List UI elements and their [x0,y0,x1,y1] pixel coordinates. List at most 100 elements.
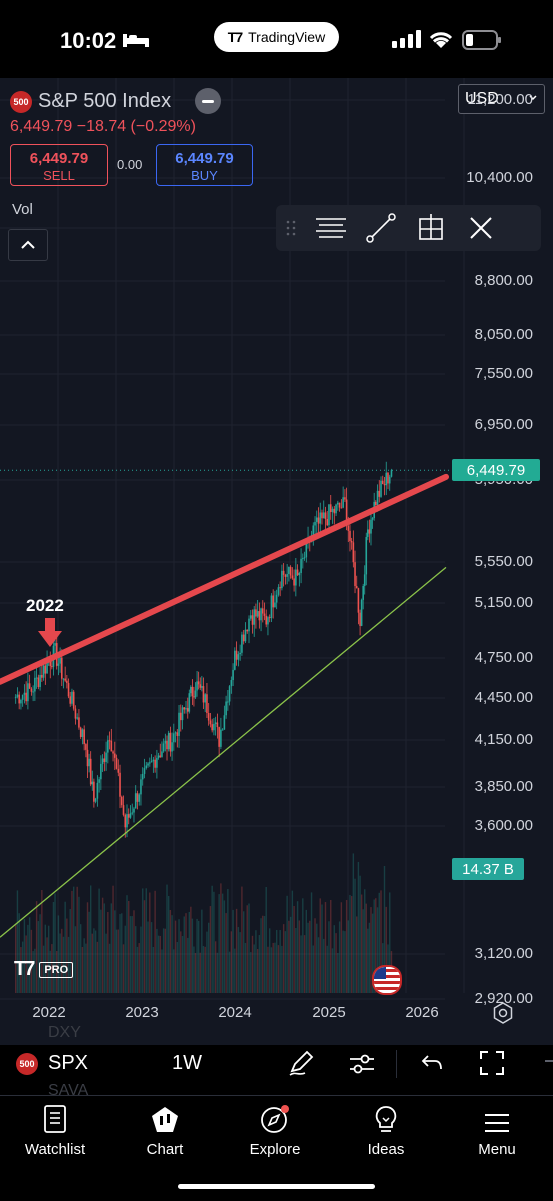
candle-body [227,701,229,703]
collapse-legend-button[interactable] [195,88,221,114]
volume-bar [180,931,182,993]
symbol-header[interactable]: 500 S&P 500 Index [10,90,171,113]
symbol-ticker-button[interactable]: SPX [48,1052,89,1074]
volume-bar [56,950,58,993]
candle-body [150,761,153,763]
indicators-icon[interactable] [348,1051,376,1077]
time-axis-label: 2025 [312,1004,346,1021]
home-indicator[interactable] [178,1184,375,1189]
candle-body [78,717,80,728]
tab-menu[interactable]: Menu [442,1103,552,1158]
candle-body [359,612,361,626]
candle-body [157,755,160,758]
candle-body [89,758,92,785]
volume-bar [216,952,219,993]
pen-icon[interactable] [287,1049,315,1077]
drag-handle-icon[interactable] [276,205,306,251]
tab-watchlist[interactable]: Watchlist [0,1103,110,1158]
candle-body [96,782,99,799]
candle-body [286,574,288,577]
buy-button[interactable]: 6,449.79 BUY [156,144,253,186]
candle-body [298,573,301,576]
candle-body [140,779,142,795]
candle-body [302,558,304,560]
candle-body [149,762,151,764]
currency-select[interactable]: USD [458,84,545,114]
candle-body [338,502,341,508]
volume-bar [360,894,363,993]
undo-icon[interactable] [421,1053,443,1073]
us-flag-icon[interactable] [372,965,402,995]
drawing-toolbar[interactable] [276,205,541,251]
candle-body [333,508,336,514]
candle-body [344,497,346,500]
candle-body [270,595,273,618]
volume-bar [124,925,126,993]
candle-body [303,557,306,559]
volume-bar [101,897,104,993]
volume-bar [133,910,135,993]
horizontal-lines-icon[interactable] [306,205,356,251]
candle-body [345,499,348,526]
annotation-label[interactable]: 2022 [26,596,64,615]
candle-body [185,708,187,710]
volume-bar [207,922,210,993]
tab-ideas[interactable]: Ideas [331,1103,441,1158]
candle-body [350,541,353,543]
volume-bar [296,901,299,993]
candle-body [46,662,48,674]
tab-explore[interactable]: Explore [220,1103,330,1158]
candle-body [378,490,381,497]
spread-value: 0.00 [117,157,143,172]
candle-body [42,665,45,678]
volume-bar [300,935,302,993]
fullscreen-icon[interactable] [479,1050,505,1076]
candle-body [282,570,285,575]
volume-bar [328,921,330,993]
volume-bar [302,898,304,993]
volume-bar [201,909,203,993]
tab-chart[interactable]: Chart [110,1103,220,1158]
time-axis-label: 2024 [218,1004,252,1021]
candle-body [159,755,162,757]
settings-icon[interactable] [492,1002,514,1024]
volume-bar [344,931,346,993]
chevron-up-icon [21,240,35,249]
candle-body [134,793,137,809]
candle-body [228,686,231,702]
volume-bar [67,936,70,993]
app-pill[interactable]: T7 TradingView [214,22,339,52]
candle-body [335,504,337,514]
volume-bar [375,898,377,993]
volume-bar [241,886,243,993]
volume-bar [365,903,367,993]
candle-body [342,497,344,508]
candle-body [169,732,172,752]
volume-bar [202,946,205,993]
volume-bar [119,914,121,993]
volume-bar [255,930,257,993]
sell-button[interactable]: 6,449.79 SELL [10,144,108,186]
candle-body [380,480,382,497]
candle-body [41,675,43,678]
volume-bar [213,891,215,993]
sleep-focus-icon [123,34,149,47]
chevron-down-icon [529,95,537,101]
x-icon[interactable] [456,205,506,251]
arrow-down-icon[interactable] [38,618,62,648]
candle-body [385,472,388,486]
volume-toggle-button[interactable] [8,229,48,261]
volume-bar [145,888,147,993]
trend-line-icon[interactable] [356,205,406,251]
candle-body [293,578,295,586]
volume-bar [279,930,281,993]
volume-bar [228,951,231,993]
chart-area[interactable]: 500 S&P 500 Index 6,449.79 −18.74 (−0.29… [0,78,553,1045]
candle-body [232,669,234,681]
volume-bar [253,944,255,993]
candle-body [267,617,269,625]
crosshair-box-icon[interactable] [406,205,456,251]
interval-button[interactable]: 1W [172,1052,202,1074]
candle-body [91,781,94,785]
volume-bar [211,885,213,993]
